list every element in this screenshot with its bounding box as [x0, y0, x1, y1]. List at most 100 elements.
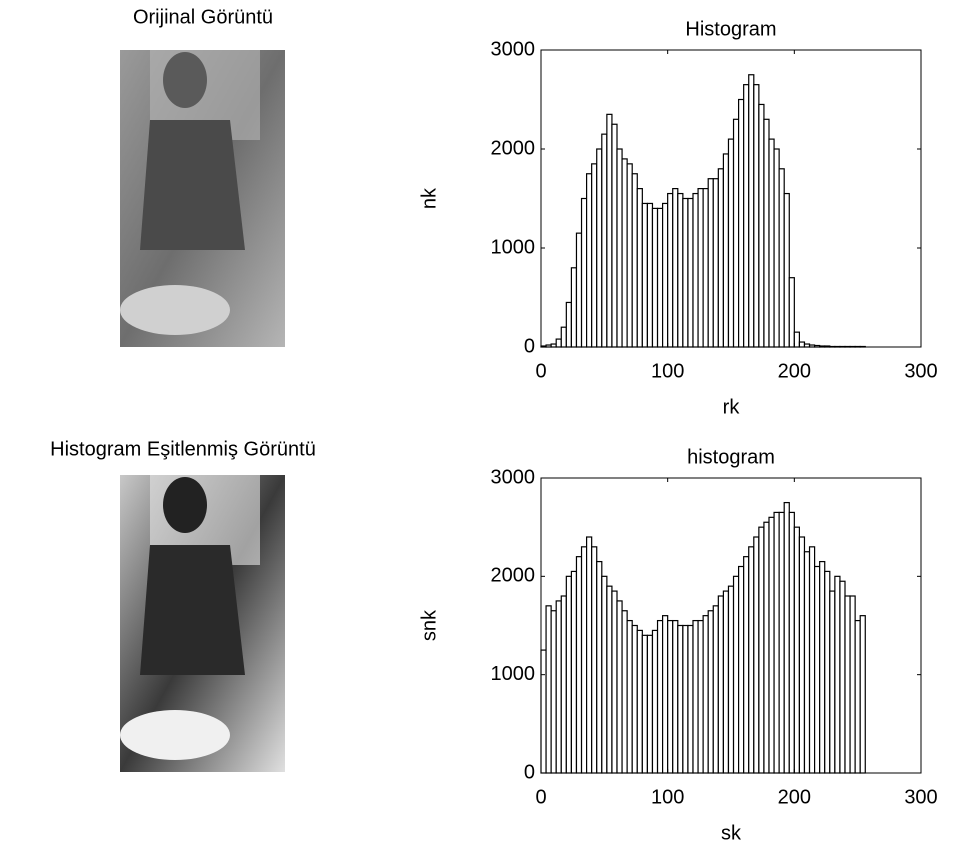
- bar: [712, 605, 719, 774]
- bar: [585, 536, 593, 774]
- axes-box: [540, 49, 922, 348]
- y-axis-label: snk: [418, 609, 440, 641]
- y-tick-label: 2000: [491, 565, 536, 587]
- bar: [763, 118, 770, 348]
- x-axis-label: sk: [721, 822, 742, 844]
- bar: [656, 207, 664, 348]
- bar: [819, 560, 826, 774]
- bar: [727, 585, 735, 774]
- x-tick-label: 100: [651, 360, 684, 382]
- bar: [844, 595, 851, 774]
- bar: [601, 575, 608, 774]
- bar: [570, 570, 578, 774]
- bar: [667, 619, 674, 774]
- bar: [677, 624, 684, 774]
- bar: [560, 595, 567, 774]
- bar: [712, 178, 719, 348]
- bar: [727, 138, 735, 348]
- bar: [839, 580, 846, 774]
- bar: [763, 521, 770, 774]
- bar: [611, 123, 618, 348]
- bar: [803, 551, 811, 774]
- x-tick-label: 200: [778, 360, 811, 382]
- bar: [808, 546, 816, 774]
- bar: [580, 546, 588, 774]
- bar: [697, 619, 704, 774]
- bar: [732, 575, 740, 774]
- bar: [656, 619, 664, 774]
- bar: [606, 585, 613, 774]
- bar: [748, 74, 755, 348]
- bar: [783, 192, 790, 348]
- bar: [661, 615, 669, 774]
- bar: [575, 232, 583, 348]
- bar: [560, 326, 567, 348]
- chart-title: histogram: [687, 446, 775, 468]
- bar: [591, 163, 598, 348]
- x-tick-label: 200: [778, 786, 811, 808]
- bar: [585, 173, 593, 348]
- bar: [829, 590, 836, 774]
- bar: [692, 192, 699, 348]
- bar: [722, 153, 730, 348]
- bar: [575, 556, 583, 774]
- image: [120, 475, 285, 772]
- bar: [687, 624, 694, 774]
- bar: [768, 138, 775, 348]
- x-tick-label: 0: [535, 786, 546, 808]
- bar: [753, 536, 760, 774]
- image: [120, 50, 285, 347]
- bar: [798, 536, 806, 774]
- bar: [596, 560, 603, 774]
- bar: [773, 511, 780, 774]
- bar: [641, 634, 648, 774]
- bar: [692, 619, 699, 774]
- bar: [737, 98, 745, 348]
- x-tick-label: 0: [535, 360, 546, 382]
- bar: [545, 605, 552, 774]
- bar: [717, 168, 724, 348]
- bar: [677, 192, 684, 348]
- bar: [798, 341, 806, 348]
- y-tick-label: 0: [524, 335, 535, 357]
- bar: [570, 267, 578, 348]
- bar: [672, 188, 679, 348]
- y-tick-label: 0: [524, 761, 535, 783]
- bar: [621, 158, 628, 348]
- bar: [682, 197, 689, 348]
- bar: [661, 202, 669, 348]
- bar: [626, 163, 633, 348]
- image-title: Orijinal Görüntü: [133, 6, 273, 28]
- bar: [758, 103, 765, 348]
- bar: [596, 148, 603, 348]
- bar: [555, 600, 562, 774]
- bar: [743, 84, 750, 348]
- x-tick-label: 300: [904, 786, 937, 808]
- y-tick-label: 1000: [491, 663, 536, 685]
- bar: [646, 634, 654, 774]
- bar: [737, 565, 745, 774]
- bar: [707, 178, 714, 348]
- x-tick-label: 300: [904, 360, 937, 382]
- bar: [697, 188, 704, 348]
- bar: [636, 188, 643, 348]
- bar: [682, 624, 689, 774]
- bar: [824, 570, 831, 774]
- bar: [702, 188, 709, 348]
- image-title: Histogram Eşitlenmiş Görüntü: [50, 438, 316, 460]
- bar: [540, 649, 547, 774]
- bar: [651, 207, 659, 348]
- bar: [580, 197, 588, 348]
- bar: [616, 148, 623, 348]
- bar: [854, 619, 861, 774]
- bar: [611, 590, 618, 774]
- bar: [702, 615, 709, 774]
- bar: [672, 619, 679, 774]
- y-tick-label: 3000: [491, 38, 536, 60]
- bar: [621, 610, 628, 774]
- y-tick-label: 3000: [491, 466, 536, 488]
- bar: [778, 168, 785, 348]
- bar: [793, 526, 800, 774]
